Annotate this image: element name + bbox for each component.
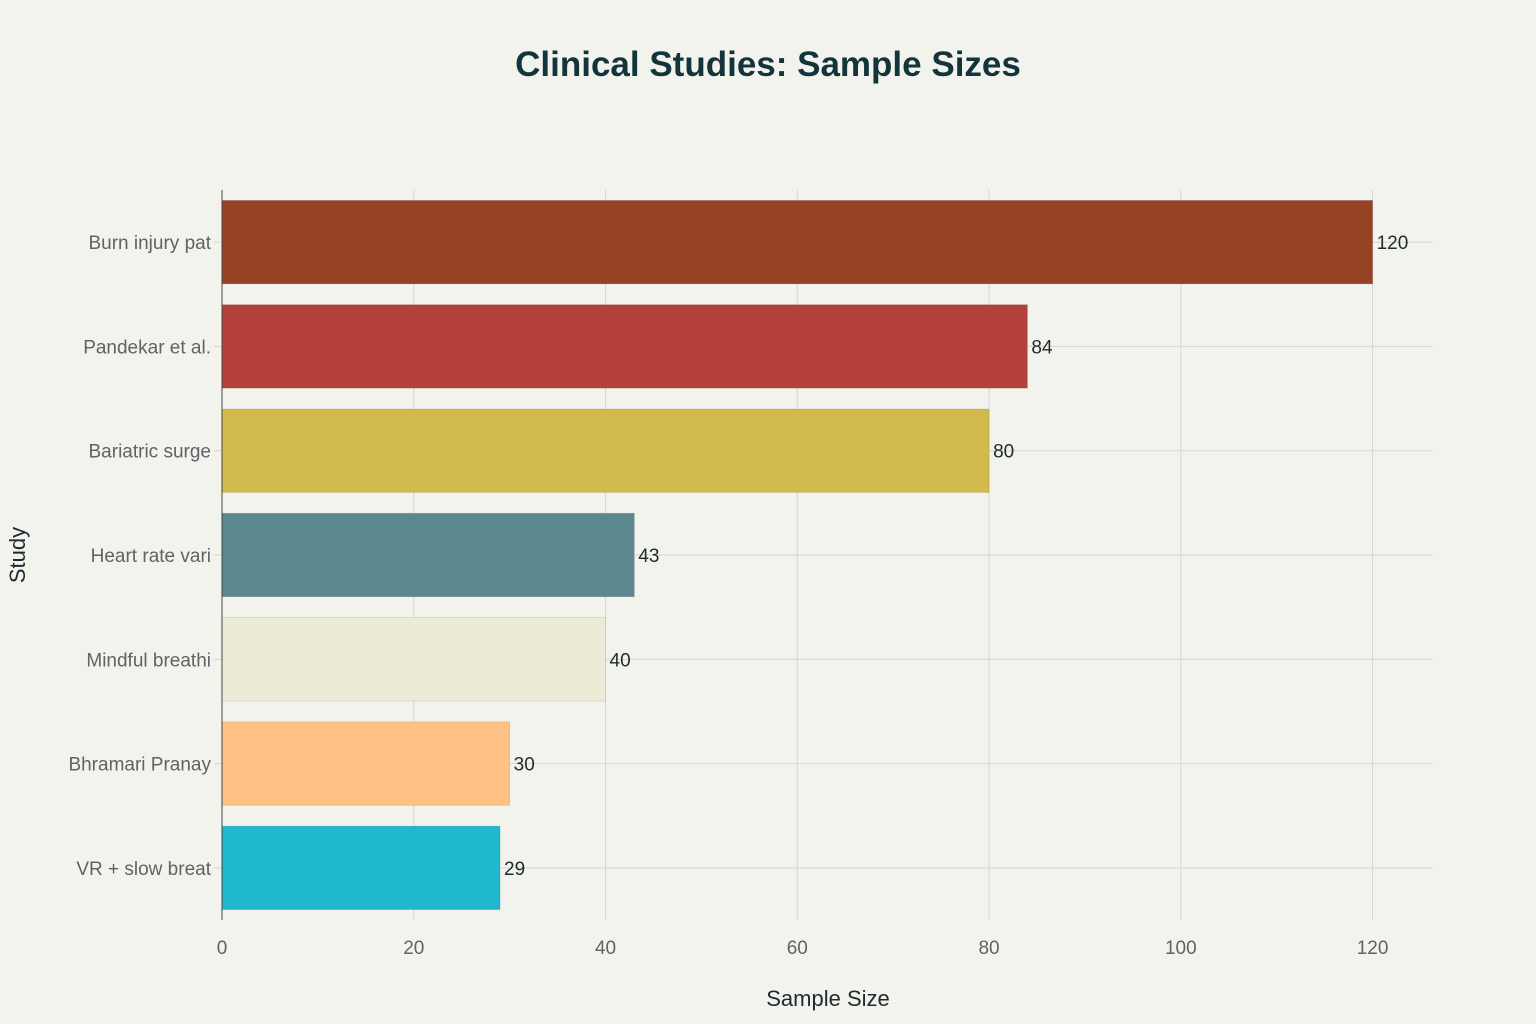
bar: [221, 721, 511, 806]
bar: [221, 408, 990, 493]
bar: [221, 304, 1028, 389]
y-tick-label: Burn injury pat: [88, 233, 211, 254]
y-axis-title: Study: [5, 527, 30, 583]
bar: [221, 512, 635, 598]
data-label: 80: [993, 442, 1014, 463]
data-label: 84: [1031, 337, 1053, 358]
y-tick-label: Bhramari Pranay: [68, 755, 211, 776]
y-tick-label: Heart rate vari: [91, 546, 211, 567]
x-tick-label: 40: [595, 938, 616, 959]
x-tick-label: 80: [978, 938, 999, 959]
bar: [221, 825, 501, 910]
bars: [221, 200, 1373, 910]
x-tick-labels: 0 20 40 60 80 100 120: [217, 938, 1389, 959]
chart-title: Clinical Studies: Sample Sizes: [515, 45, 1021, 84]
bar: [221, 200, 1373, 285]
y-tick-label: Mindful breathi: [86, 650, 211, 671]
data-label: 30: [514, 755, 535, 776]
bar: [221, 617, 606, 702]
x-axis-title: Sample Size: [766, 986, 890, 1011]
y-tick-labels: Burn injury pat Pandekar et al. Bariatric …: [68, 233, 211, 880]
x-tick-label: 100: [1165, 938, 1197, 959]
data-label: 43: [638, 546, 659, 567]
y-tick-label: Bariatric surge: [89, 442, 212, 463]
data-labels: 120 84 80 43 40 30 29: [504, 233, 1408, 880]
data-label: 120: [1377, 233, 1409, 254]
y-tick-label: Pandekar et al.: [83, 337, 211, 358]
x-tick-label: 0: [217, 938, 228, 959]
x-tick-label: 120: [1357, 938, 1389, 959]
data-label: 29: [504, 859, 525, 880]
x-tick-label: 20: [403, 938, 424, 959]
data-label: 40: [610, 650, 631, 671]
x-tick-label: 60: [787, 938, 808, 959]
y-tick-label: VR + slow breat: [76, 859, 211, 880]
